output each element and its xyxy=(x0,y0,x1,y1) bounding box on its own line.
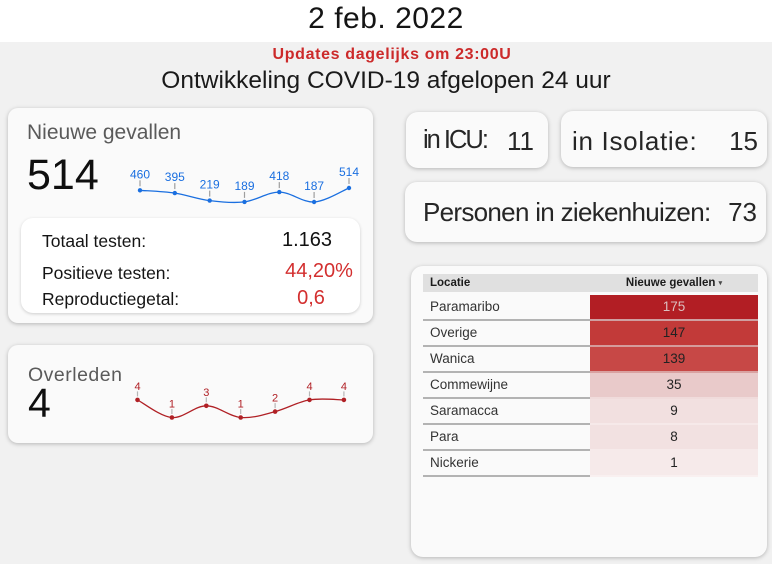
svg-text:514: 514 xyxy=(339,165,359,179)
svg-text:460: 460 xyxy=(130,167,150,181)
svg-text:187: 187 xyxy=(304,179,324,193)
svg-text:219: 219 xyxy=(200,178,220,192)
svg-text:3: 3 xyxy=(203,387,209,399)
svg-text:4: 4 xyxy=(341,381,347,393)
svg-text:395: 395 xyxy=(165,170,185,184)
svg-text:418: 418 xyxy=(269,169,289,183)
svg-text:1: 1 xyxy=(169,399,175,411)
svg-text:2: 2 xyxy=(272,393,278,405)
svg-text:189: 189 xyxy=(234,179,254,193)
svg-text:1: 1 xyxy=(238,399,244,411)
svg-text:4: 4 xyxy=(134,381,140,393)
svg-text:4: 4 xyxy=(306,381,312,393)
